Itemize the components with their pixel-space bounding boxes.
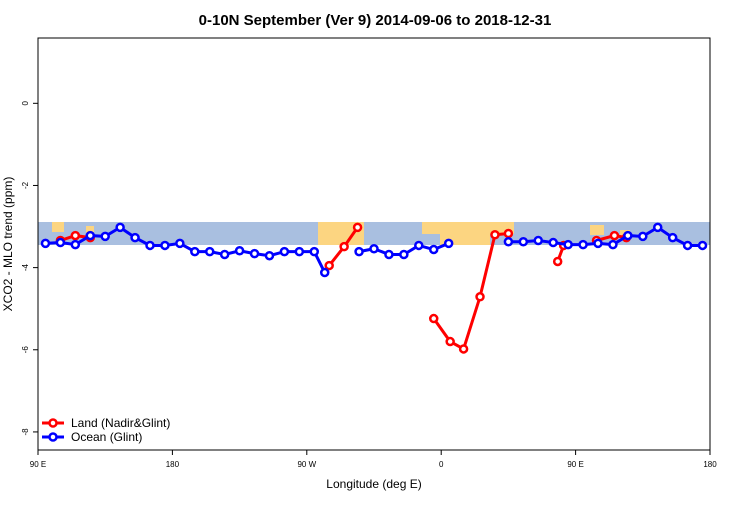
point <box>578 239 588 250</box>
point <box>445 336 455 347</box>
point <box>667 232 678 243</box>
chart-title: 0-10N September (Ver 9) 2014-09-06 to 20… <box>199 12 552 29</box>
point <box>70 230 81 241</box>
y-tick-label: -2 <box>21 181 30 189</box>
legend-marker <box>48 418 58 428</box>
plot-frame <box>37 37 711 451</box>
point <box>339 241 349 252</box>
point <box>458 344 469 354</box>
point <box>354 246 364 257</box>
y-tick-label: -4 <box>21 264 30 272</box>
point <box>115 222 125 233</box>
point <box>219 249 230 260</box>
point <box>352 222 363 233</box>
x-tick-label: 180 <box>166 460 180 469</box>
legend-label: Ocean (Glint) <box>71 430 142 444</box>
legend-label: Land (Nadir&Glint) <box>71 416 170 430</box>
point <box>503 236 514 247</box>
point <box>384 249 394 260</box>
x-axis-label: Longitude (deg E) <box>326 477 421 491</box>
point <box>204 246 215 257</box>
point <box>443 238 454 249</box>
point <box>490 230 500 240</box>
point <box>279 246 290 257</box>
point <box>55 237 66 248</box>
point <box>190 246 200 257</box>
x-tick-label: 180 <box>703 460 717 469</box>
point <box>563 239 573 250</box>
point <box>309 246 320 257</box>
point <box>160 240 170 251</box>
map-band <box>38 222 710 245</box>
point <box>548 237 558 248</box>
point <box>697 240 708 251</box>
point <box>324 260 334 271</box>
point <box>533 235 544 246</box>
point <box>652 222 663 233</box>
x-tick-label: 0 <box>439 460 444 469</box>
point <box>503 228 514 239</box>
point <box>475 292 485 302</box>
y-tick-label: -6 <box>21 346 30 354</box>
point <box>399 249 409 260</box>
point <box>234 246 245 256</box>
point <box>294 246 305 257</box>
point <box>130 232 140 243</box>
point <box>609 230 620 241</box>
point <box>145 240 155 251</box>
point <box>369 243 379 254</box>
point <box>682 240 693 251</box>
point <box>623 230 633 241</box>
point <box>638 231 648 242</box>
point <box>40 238 51 249</box>
point <box>264 250 275 261</box>
y-axis-label: XCO2 - MLO trend (ppm) <box>1 177 15 312</box>
point <box>85 230 96 241</box>
point <box>70 239 81 250</box>
point <box>249 248 260 259</box>
point <box>428 313 439 324</box>
legend-marker <box>48 432 58 442</box>
point <box>608 239 618 250</box>
x-tick-label: 90 E <box>30 460 46 469</box>
point <box>414 240 424 251</box>
point <box>518 236 529 247</box>
y-tick-label: -8 <box>21 428 30 436</box>
point <box>552 256 563 267</box>
y-tick-label: 0 <box>21 101 30 106</box>
point <box>428 244 439 255</box>
point <box>175 238 185 249</box>
point <box>593 238 603 249</box>
point <box>319 267 330 278</box>
point <box>100 231 110 242</box>
x-tick-label: 90 E <box>567 460 583 469</box>
x-tick-label: 90 W <box>297 460 316 469</box>
